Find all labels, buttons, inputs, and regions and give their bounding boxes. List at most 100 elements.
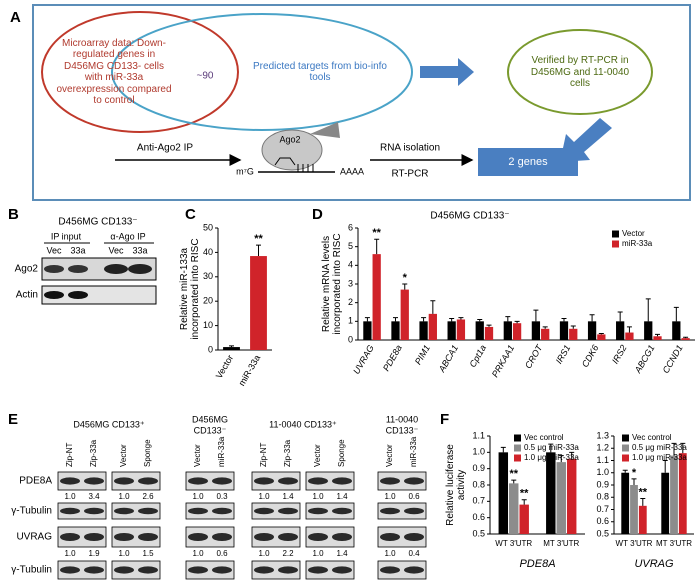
error-bar bbox=[548, 443, 554, 453]
x-tick-label: IRS1 bbox=[554, 343, 573, 365]
band bbox=[138, 507, 158, 515]
band bbox=[60, 507, 80, 515]
polya-label: AAAA bbox=[340, 166, 364, 176]
group-title: 11-0040 CD133⁺ bbox=[269, 419, 337, 429]
legend-label: Vector bbox=[622, 229, 645, 238]
row-label: UVRAG bbox=[16, 532, 52, 543]
blot-strip bbox=[185, 526, 235, 548]
legend-swatch bbox=[622, 454, 629, 462]
predicted-text: Predicted targets from bio-info tools bbox=[253, 60, 387, 84]
error-bar bbox=[561, 318, 567, 322]
error-bar bbox=[477, 318, 483, 322]
y-tick-label: 0 bbox=[208, 344, 213, 354]
band bbox=[188, 507, 208, 515]
band bbox=[60, 477, 80, 485]
error-bar bbox=[598, 332, 604, 335]
bar bbox=[498, 452, 509, 534]
panel-letter: E bbox=[8, 411, 18, 428]
lane-label: Vector bbox=[193, 444, 202, 467]
prediction-ellipse bbox=[111, 13, 413, 131]
y-axis-label-box: Relative mRNA levels incorporated into R… bbox=[321, 233, 343, 334]
band bbox=[114, 566, 134, 574]
error-bar bbox=[402, 283, 408, 290]
band bbox=[332, 566, 352, 574]
band-ratio: 1.0 bbox=[312, 492, 324, 501]
band bbox=[188, 566, 208, 574]
y-tick-label: 0.9 bbox=[472, 463, 485, 473]
x-tick-label: WT 3′UTR bbox=[495, 539, 532, 548]
bar bbox=[250, 256, 267, 350]
error-bar bbox=[626, 326, 632, 333]
blot-strip bbox=[251, 471, 301, 491]
significance-mark: * bbox=[403, 272, 408, 284]
error-bar bbox=[671, 442, 677, 456]
bar bbox=[644, 321, 653, 340]
y-tick-label: 2 bbox=[348, 297, 353, 307]
band bbox=[138, 533, 158, 541]
result-label: 2 genes bbox=[508, 156, 548, 168]
band bbox=[212, 533, 232, 541]
lane-label: Vector bbox=[385, 444, 394, 467]
y-tick-label: 3 bbox=[348, 278, 353, 288]
error-bar bbox=[256, 244, 261, 257]
band bbox=[138, 566, 158, 574]
band bbox=[404, 566, 424, 574]
bar bbox=[559, 321, 569, 340]
bar bbox=[391, 321, 400, 340]
blot-strip bbox=[185, 502, 235, 520]
band-ratio: 3.4 bbox=[88, 492, 100, 501]
blot-strip bbox=[305, 502, 355, 520]
x-tick-label: ABCA1 bbox=[436, 343, 460, 374]
x-tick-label: MT 3′UTR bbox=[543, 539, 579, 548]
bar bbox=[363, 321, 372, 340]
legend-label: 0.5 μg miR-33a bbox=[524, 443, 579, 452]
error-bar bbox=[421, 317, 427, 322]
band bbox=[44, 265, 64, 273]
legend-label: 1.0 μg miR-33a bbox=[524, 453, 579, 462]
y-tick-label: 1.0 bbox=[596, 467, 609, 477]
band bbox=[68, 265, 88, 273]
blot-strip bbox=[57, 502, 107, 520]
y-tick-label: 0.7 bbox=[596, 504, 609, 514]
lane-label: Vector bbox=[119, 444, 128, 467]
lane-group-label: α-Ago IP bbox=[110, 231, 145, 241]
band-ratio: 1.0 bbox=[64, 549, 76, 558]
significance-mark: * bbox=[632, 467, 637, 479]
ip-label: Anti-Ago2 IP bbox=[137, 143, 193, 154]
chart-title: D456MG CD133⁻ bbox=[430, 211, 509, 222]
bar bbox=[531, 321, 541, 340]
band bbox=[278, 566, 298, 574]
y-tick-label: 5 bbox=[348, 241, 353, 251]
band-ratio: 1.5 bbox=[142, 549, 154, 558]
band bbox=[84, 533, 104, 541]
error-bar bbox=[558, 455, 564, 463]
legend-swatch bbox=[612, 240, 619, 248]
legend-swatch bbox=[514, 444, 521, 452]
blot-strip bbox=[41, 257, 157, 281]
error-bar bbox=[486, 324, 492, 327]
mirna-duplex bbox=[274, 157, 314, 172]
band bbox=[278, 477, 298, 485]
row-label: PDE8A bbox=[19, 476, 52, 487]
band-ratio: 0.6 bbox=[216, 549, 228, 558]
band bbox=[104, 264, 128, 274]
x-tick-label: Vector bbox=[214, 353, 235, 380]
error-bar bbox=[662, 460, 668, 473]
band-ratio: 1.0 bbox=[64, 492, 76, 501]
bar bbox=[653, 336, 662, 340]
bar bbox=[419, 321, 428, 340]
band bbox=[254, 507, 274, 515]
row-label: γ-Tubulin bbox=[11, 565, 52, 576]
band bbox=[60, 566, 80, 574]
x-axis-label: UVRAG bbox=[634, 558, 674, 570]
microarray-text-box: Microarray data: Down-regulated genes in… bbox=[56, 38, 171, 107]
blot-strip bbox=[111, 560, 161, 580]
bar bbox=[400, 289, 409, 340]
error-bar bbox=[683, 336, 689, 339]
y-tick-label: 40 bbox=[203, 247, 213, 257]
panel-letter: D bbox=[312, 206, 323, 223]
band bbox=[404, 477, 424, 485]
lane-label: Vector bbox=[313, 444, 322, 467]
band bbox=[188, 477, 208, 485]
